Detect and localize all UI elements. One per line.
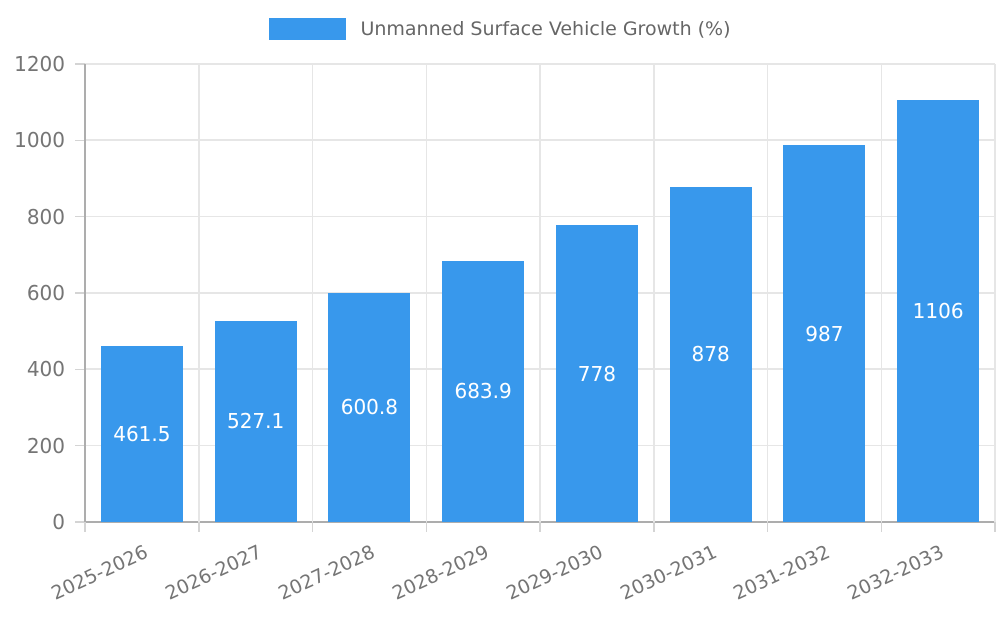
y-tick-label: 800 [26, 204, 65, 229]
bar: 461.5 [100, 345, 183, 522]
x-tick-mark [311, 522, 314, 532]
y-tick-mark [75, 292, 85, 294]
gridline-horizontal [85, 63, 995, 65]
plot-area: 0 200 400 600 800 1000 1200 461.5 527.1 600.8 683.… [14, 52, 996, 605]
bar-value-label: 987 [805, 321, 844, 346]
bar: 987 [783, 145, 866, 522]
y-tick-mark [75, 521, 85, 523]
legend-swatch[interactable] [269, 18, 347, 40]
x-tick-mark [425, 522, 427, 532]
x-tick-mark [994, 522, 996, 532]
gridline-vertical [198, 64, 200, 522]
bar-value-label: 527.1 [226, 409, 285, 434]
y-tick-mark [75, 215, 85, 218]
x-tick-mark [84, 522, 86, 532]
gridline-vertical [311, 64, 314, 522]
legend-label[interactable]: Unmanned Surface Vehicle Growth (%) [360, 18, 731, 40]
gridline-vertical [425, 64, 427, 522]
chart-legend: Unmanned Surface Vehicle Growth (%) [0, 18, 1000, 40]
y-tick-label: 200 [26, 433, 65, 458]
bar-chart: Unmanned Surface Vehicle Growth (%) 0 200… [0, 18, 1000, 605]
x-tick-mark [766, 522, 769, 532]
y-tick-label: 400 [26, 357, 65, 382]
bar-value-label: 1106 [912, 298, 964, 323]
bar-value-label: 461.5 [113, 421, 171, 446]
bar: 527.1 [214, 320, 297, 522]
bar-value-label: 683.9 [454, 379, 512, 404]
bar: 1106 [897, 99, 980, 522]
bar-value-label: 600.8 [340, 395, 398, 420]
bar: 600.8 [328, 292, 411, 522]
y-tick-mark [75, 63, 85, 65]
x-tick-mark [539, 522, 541, 532]
x-tick-mark [880, 522, 882, 532]
gridline-vertical [766, 64, 769, 522]
x-tick-mark [653, 522, 655, 532]
bar: 878 [669, 186, 752, 522]
gridline-vertical [539, 64, 541, 522]
y-tick-mark [75, 139, 85, 142]
x-tick-mark [198, 522, 200, 532]
bar: 778 [555, 225, 638, 522]
y-tick-label: 1200 [14, 52, 65, 76]
y-tick-label: 600 [26, 281, 65, 305]
gridline-vertical [994, 64, 996, 522]
gridline-vertical [880, 64, 882, 522]
bar-value-label: 878 [691, 342, 730, 367]
y-tick-mark [75, 368, 85, 371]
y-axis-line [84, 64, 86, 522]
y-tick-mark [75, 444, 85, 447]
y-tick-label: 0 [52, 510, 65, 534]
bar: 683.9 [442, 260, 525, 522]
bar-value-label: 778 [577, 361, 616, 386]
y-tick-label: 1000 [14, 128, 65, 153]
gridline-vertical [653, 64, 655, 522]
